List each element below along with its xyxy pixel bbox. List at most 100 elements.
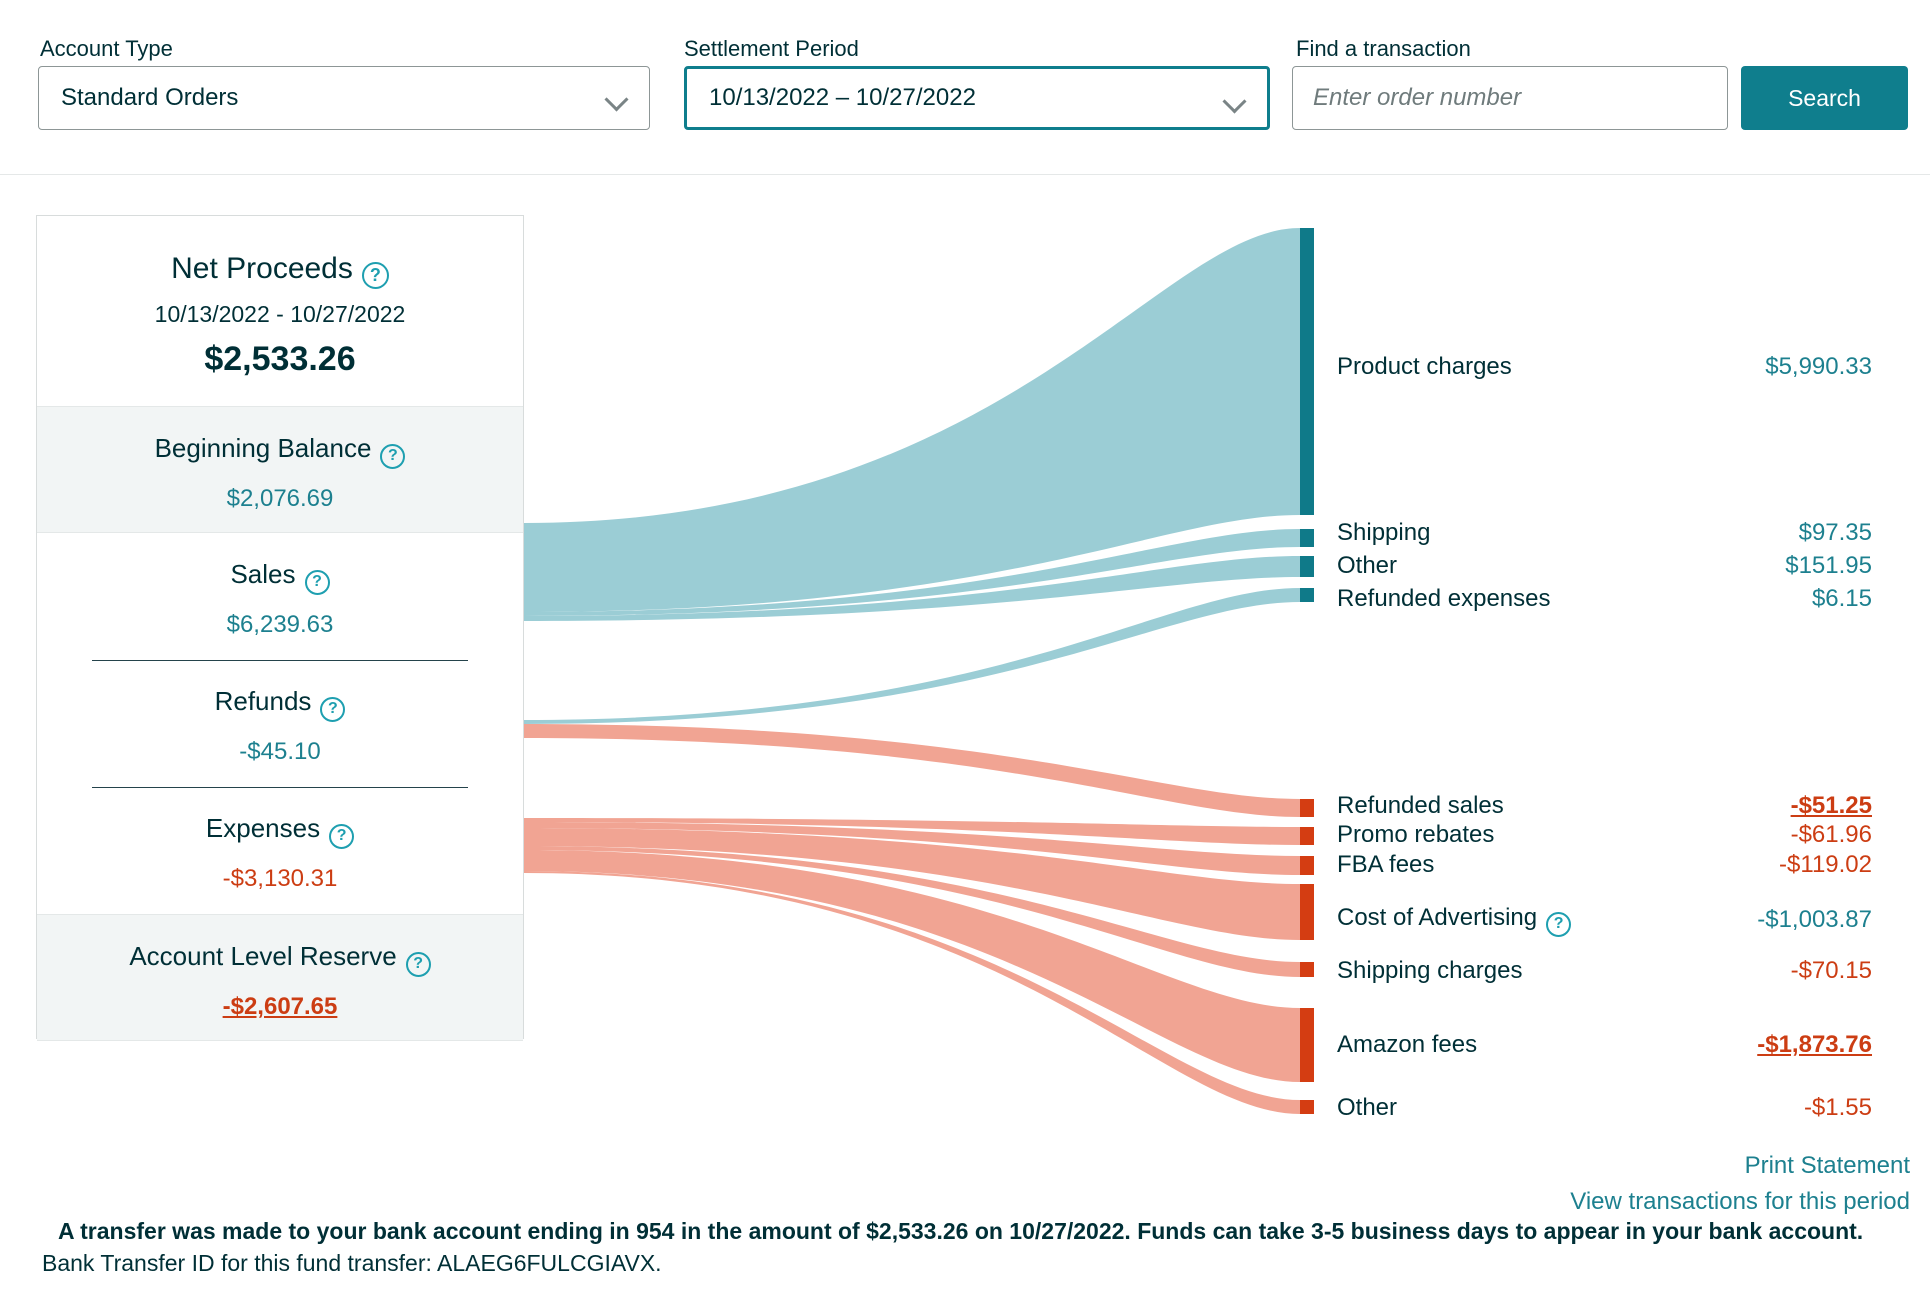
sales-value: $6,239.63 — [226, 611, 334, 638]
row-label: Refunded expenses — [1337, 585, 1551, 612]
sankey-flow-refunded-expenses — [524, 588, 1300, 724]
help-icon[interactable] — [329, 824, 355, 849]
help-icon[interactable] — [380, 444, 406, 469]
refunds-section: Refunds -$45.10 — [37, 660, 523, 787]
divider — [92, 660, 468, 661]
divider — [92, 787, 468, 788]
row-label: Other — [1337, 552, 1398, 579]
help-icon[interactable] — [405, 952, 431, 977]
sankey-node-fba-fees — [1300, 856, 1314, 875]
beginning-balance-section: Beginning Balance $2,076.69 — [37, 406, 523, 533]
sankey-flow-shipping — [524, 529, 1300, 616]
sankey-node-other — [1300, 556, 1314, 577]
sales-section: Sales $6,239.63 — [37, 533, 523, 660]
breakdown-row-other-fees: Other -$1.55 — [1337, 1090, 1872, 1126]
account-type-label: Account Type — [40, 36, 173, 61]
settlement-period-value: 10/13/2022 – 10/27/2022 — [709, 84, 976, 111]
sankey-flow-amazon-fees — [524, 850, 1300, 1082]
row-label: Shipping charges — [1337, 957, 1523, 984]
sankey-node-cost-of-advertising — [1300, 884, 1314, 940]
net-proceeds-amount: $2,533.26 — [204, 340, 356, 378]
sankey-node-product-charges — [1300, 228, 1314, 515]
row-label: Promo rebates — [1337, 821, 1495, 848]
transfer-notice: A transfer was made to your bank account… — [58, 1218, 1864, 1244]
sankey-node-amazon-fees — [1300, 1008, 1314, 1082]
row-label: FBA fees — [1337, 851, 1435, 878]
row-label: Shipping — [1337, 519, 1431, 546]
row-label: Refunded sales — [1337, 792, 1504, 819]
beginning-balance-label: Beginning Balance — [154, 433, 372, 463]
search-button[interactable]: Search — [1741, 66, 1908, 130]
row-value[interactable]: -$1,873.76 — [1757, 1031, 1872, 1058]
sankey-flow-other — [524, 556, 1300, 621]
settlement-period-select[interactable]: 10/13/2022 – 10/27/2022 — [684, 66, 1270, 130]
sankey-flow-promo-rebates — [524, 818, 1300, 845]
row-label: Other — [1337, 1094, 1398, 1121]
beginning-balance-value: $2,076.69 — [226, 485, 334, 512]
net-proceeds-section: Net Proceeds 10/13/2022 - 10/27/2022 $2,… — [37, 216, 523, 406]
breakdown-row-product-charges: Product charges $5,990.33 — [1337, 349, 1872, 385]
row-value[interactable]: -$51.25 — [1790, 792, 1872, 819]
sankey-node-refunded-sales — [1300, 799, 1314, 817]
breakdown-row-refunded-expenses: Refunded expenses $6.15 — [1337, 581, 1872, 617]
row-value: -$1,003.87 — [1757, 906, 1872, 933]
sankey-flow-refunded-sales — [524, 724, 1300, 817]
row-value: $6.15 — [1811, 585, 1872, 612]
sankey-node-other — [1300, 1100, 1314, 1114]
breakdown-row-shipping: Shipping $97.35 — [1337, 515, 1872, 551]
breakdown-row-promo-rebates: Promo rebates -$61.96 — [1337, 817, 1872, 853]
expenses-section: Expenses -$3,130.31 — [37, 787, 523, 914]
sankey-flow-fba-fees — [524, 822, 1300, 875]
row-value: -$61.96 — [1790, 821, 1872, 848]
expenses-value: -$3,130.31 — [222, 865, 338, 892]
print-statement-link[interactable]: Print Statement — [1744, 1152, 1910, 1179]
sankey-flow-product-charges — [524, 228, 1300, 612]
row-value: -$119.02 — [1779, 851, 1872, 878]
account-level-reserve-value[interactable]: -$2,607.65 — [222, 993, 338, 1020]
row-label: Product charges — [1337, 353, 1512, 380]
sankey-flow-cost-of-advertising — [524, 828, 1300, 940]
view-transactions-link[interactable]: View transactions for this period — [1570, 1188, 1910, 1215]
help-icon[interactable] — [320, 697, 346, 722]
find-transaction-label: Find a transaction — [1296, 36, 1471, 61]
account-type-value: Standard Orders — [61, 84, 239, 111]
breakdown-row-fba-fees: FBA fees -$119.02 — [1337, 847, 1872, 883]
row-value: -$1.55 — [1803, 1094, 1872, 1121]
account-level-reserve-section: Account Level Reserve -$2,607.65 — [37, 914, 523, 1041]
order-search-input[interactable] — [1293, 67, 1727, 129]
help-icon[interactable] — [361, 262, 389, 289]
row-label: Amazon fees — [1337, 1031, 1478, 1058]
help-icon[interactable] — [304, 570, 330, 595]
order-search-field — [1292, 66, 1728, 130]
breakdown-row-amazon-fees: Amazon fees -$1,873.76 — [1337, 1027, 1872, 1063]
breakdown-row-cost-of-advertising: Cost of Advertising -$1,003.87 — [1337, 902, 1872, 938]
settlement-period-label: Settlement Period — [684, 36, 859, 61]
row-label: Cost of Advertising — [1337, 903, 1538, 931]
net-proceeds-title: Net Proceeds — [37, 252, 523, 289]
net-proceeds-card: Net Proceeds 10/13/2022 - 10/27/2022 $2,… — [36, 215, 524, 1041]
sankey-node-shipping — [1300, 529, 1314, 547]
row-value: $151.95 — [1785, 552, 1872, 579]
sankey-flow-shipping-charges — [524, 846, 1300, 977]
help-icon[interactable] — [1546, 911, 1572, 937]
account-level-reserve-label: Account Level Reserve — [129, 941, 397, 971]
account-type-select[interactable]: Standard Orders — [38, 66, 650, 130]
row-value: -$70.15 — [1790, 957, 1872, 984]
row-value: $5,990.33 — [1765, 353, 1872, 380]
refunds-value: -$45.10 — [239, 738, 321, 765]
net-proceeds-period: 10/13/2022 - 10/27/2022 — [154, 301, 406, 327]
bank-transfer-id: Bank Transfer ID for this fund transfer:… — [42, 1250, 662, 1276]
divider — [0, 174, 1930, 175]
row-value: $97.35 — [1798, 519, 1872, 546]
sankey-flow-other — [524, 871, 1300, 1114]
sankey-node-refunded-expenses — [1300, 588, 1314, 602]
refunds-label: Refunds — [214, 686, 312, 716]
sales-label: Sales — [230, 559, 296, 589]
breakdown-row-refunded-sales: Refunded sales -$51.25 — [1337, 788, 1872, 824]
expenses-label: Expenses — [205, 813, 321, 843]
sankey-node-promo-rebates — [1300, 827, 1314, 845]
breakdown-row-other-income: Other $151.95 — [1337, 548, 1872, 584]
breakdown-row-shipping-charges: Shipping charges -$70.15 — [1337, 953, 1872, 989]
